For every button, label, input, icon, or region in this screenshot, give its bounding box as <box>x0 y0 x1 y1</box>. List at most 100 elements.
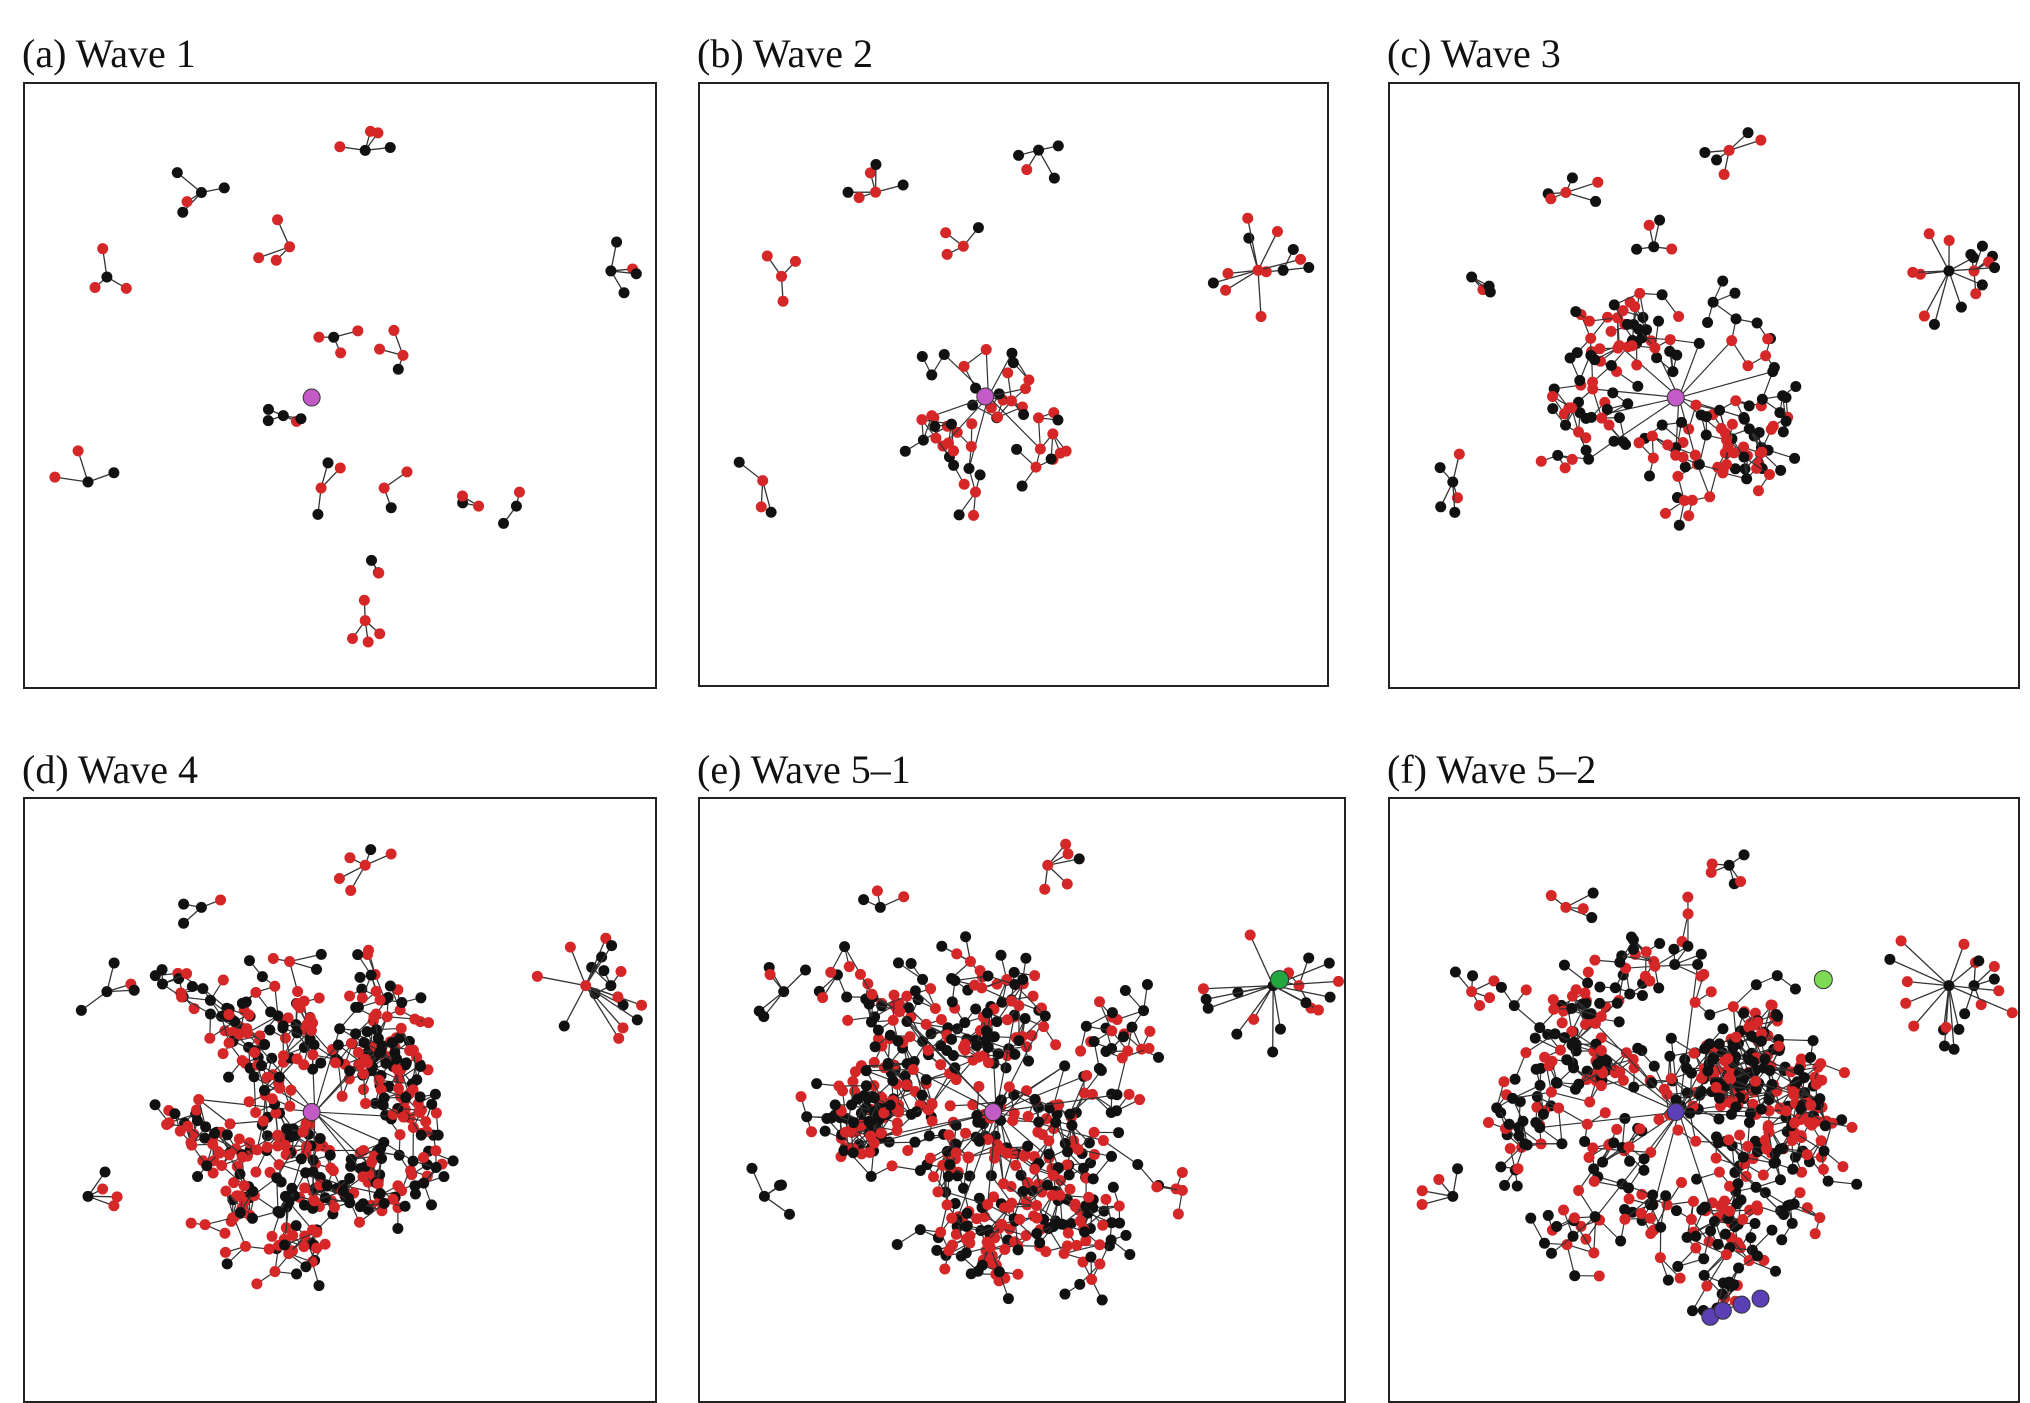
node <box>1724 145 1735 156</box>
node <box>274 1159 285 1170</box>
node <box>1032 1127 1043 1138</box>
node <box>800 964 811 975</box>
node <box>263 415 274 426</box>
node <box>1543 1210 1554 1221</box>
node <box>940 227 951 238</box>
node <box>1324 958 1335 969</box>
node <box>870 187 881 198</box>
node <box>244 1096 255 1107</box>
node <box>1001 1148 1012 1159</box>
node <box>1620 439 1631 450</box>
node <box>605 980 616 991</box>
edge <box>1679 372 1773 398</box>
node <box>1547 403 1558 414</box>
node <box>1611 1124 1622 1135</box>
edge <box>1914 986 1949 1026</box>
node <box>1607 387 1618 398</box>
node <box>1100 1194 1111 1205</box>
node <box>1466 271 1477 282</box>
node <box>387 1037 398 1048</box>
node <box>1929 319 1940 330</box>
node <box>1089 1149 1100 1160</box>
node <box>906 1109 917 1120</box>
node <box>386 848 397 859</box>
node <box>756 501 767 512</box>
node <box>299 1183 310 1194</box>
edge <box>1890 959 1949 985</box>
node <box>1614 412 1625 423</box>
node <box>1417 1199 1428 1210</box>
node <box>345 885 356 896</box>
panel-label-a: (a) Wave 1 <box>22 34 196 74</box>
node <box>423 1017 434 1028</box>
node <box>1737 1214 1748 1225</box>
node <box>944 1159 955 1170</box>
node <box>1033 1116 1044 1127</box>
node <box>416 1130 427 1141</box>
node <box>1943 980 1954 991</box>
node <box>1566 402 1577 413</box>
node <box>178 899 189 910</box>
node <box>1752 317 1763 328</box>
node <box>1010 1160 1021 1171</box>
node <box>1648 241 1659 252</box>
node <box>1690 997 1701 1008</box>
node <box>296 1153 307 1164</box>
node <box>1579 1136 1590 1147</box>
node <box>1062 878 1073 889</box>
node <box>222 1129 233 1140</box>
node <box>267 1093 278 1104</box>
node <box>1538 1109 1549 1120</box>
node <box>1632 1043 1643 1054</box>
node <box>1120 1230 1131 1241</box>
node <box>1970 288 1981 299</box>
node <box>1805 1052 1816 1063</box>
node <box>1498 1076 1509 1087</box>
node <box>806 1126 817 1137</box>
node <box>1558 1204 1569 1215</box>
node <box>1619 1214 1630 1225</box>
node <box>1504 1119 1515 1130</box>
node <box>1628 944 1639 955</box>
node <box>1568 1231 1579 1242</box>
node <box>323 457 334 468</box>
node <box>921 1019 932 1030</box>
node <box>981 344 992 355</box>
node <box>426 1099 437 1110</box>
node <box>365 844 376 855</box>
node <box>108 467 119 478</box>
node <box>76 1005 87 1016</box>
node <box>1039 884 1050 895</box>
node <box>1818 1164 1829 1175</box>
node <box>414 1107 425 1118</box>
node <box>1588 1163 1599 1174</box>
node <box>1047 1190 1058 1201</box>
node <box>1003 1293 1014 1304</box>
node <box>1968 252 1979 263</box>
node <box>1638 1165 1649 1176</box>
node <box>605 265 616 276</box>
node <box>1623 1182 1634 1193</box>
node <box>1550 1028 1561 1039</box>
node <box>256 1060 267 1071</box>
node <box>864 1116 875 1127</box>
node <box>1756 447 1767 458</box>
node <box>224 1038 235 1049</box>
node <box>247 1213 258 1224</box>
node <box>1573 427 1584 438</box>
node <box>757 475 768 486</box>
node <box>1580 988 1591 999</box>
node <box>908 1064 919 1075</box>
node <box>1691 400 1702 411</box>
node <box>1514 1130 1525 1141</box>
node <box>982 1199 993 1210</box>
node <box>1021 164 1032 175</box>
node <box>875 902 886 913</box>
node <box>1333 976 1344 987</box>
network-graph-e <box>700 799 1344 1401</box>
hub-node <box>1271 971 1289 989</box>
node <box>237 1152 248 1163</box>
node <box>961 1221 972 1232</box>
node <box>1687 1305 1698 1316</box>
node <box>925 983 936 994</box>
